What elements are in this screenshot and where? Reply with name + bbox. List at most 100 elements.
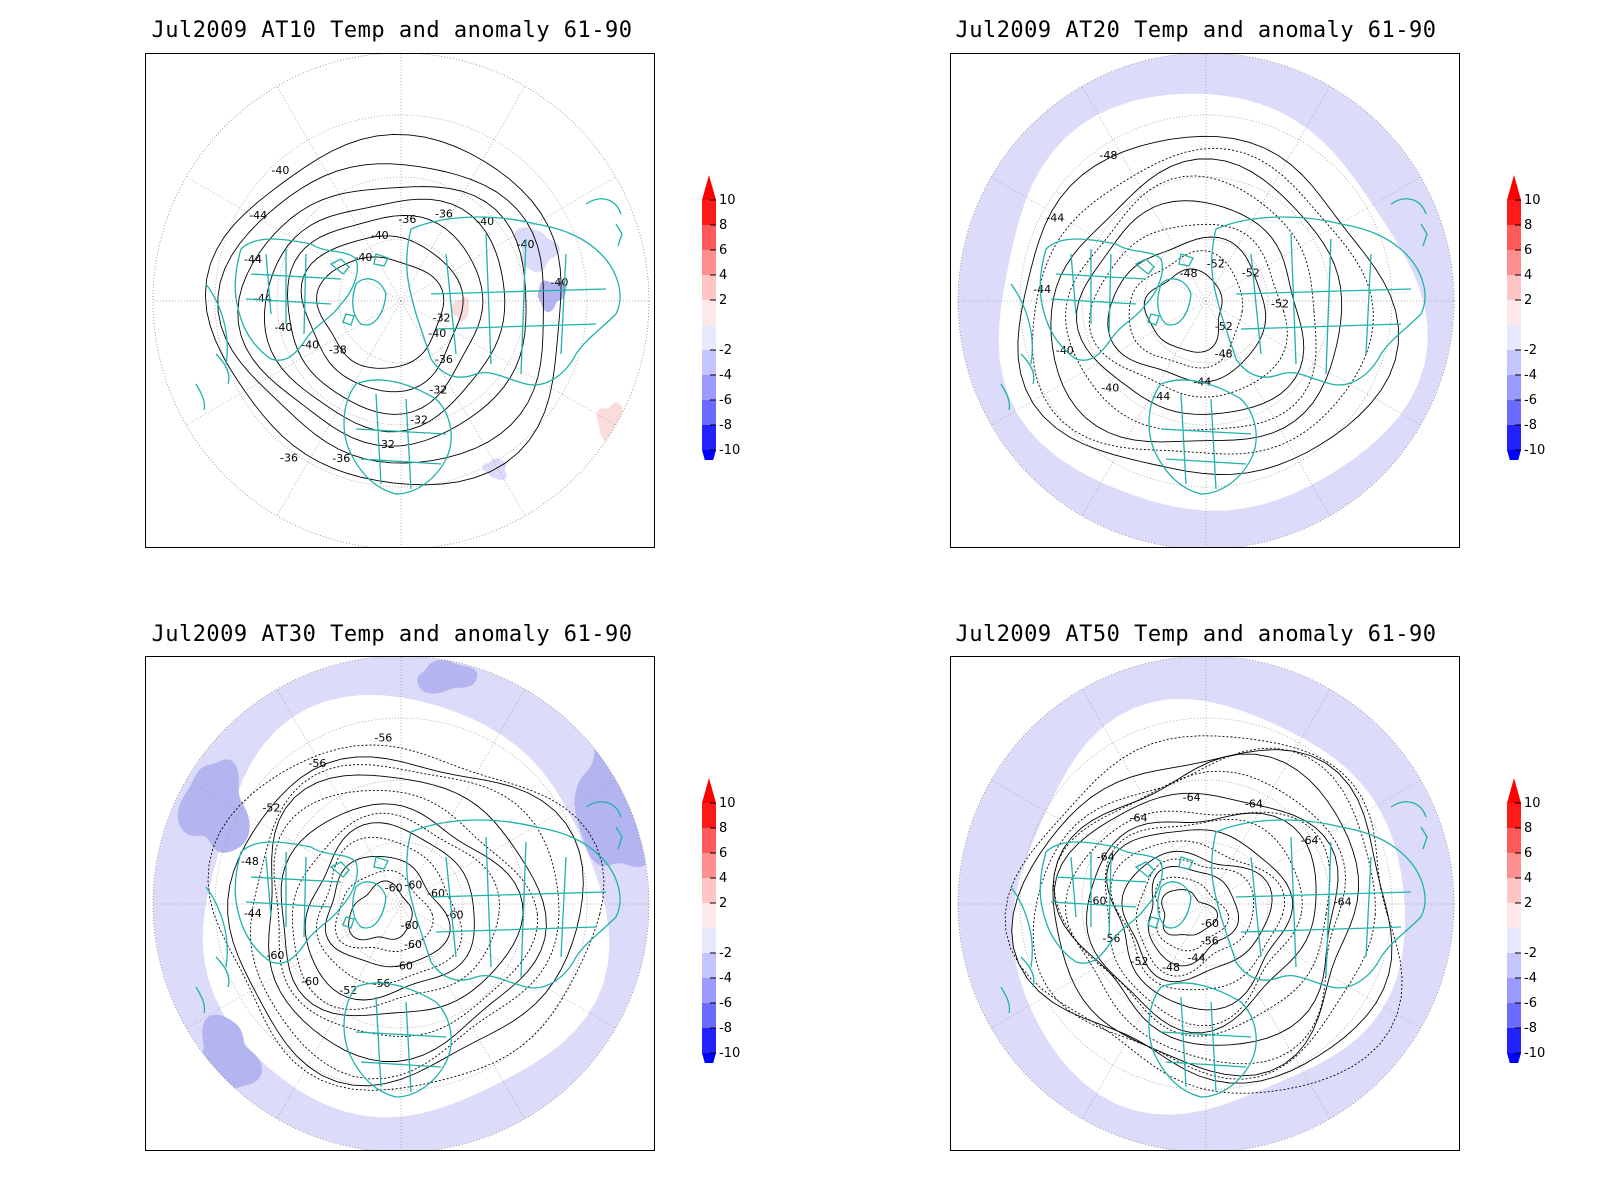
colorbar-swatch <box>1507 250 1521 275</box>
map-frame: -60 -60 -60 -56 -52 -60 -60 -44 -48 -52 -56 -56 -60-… <box>145 656 655 1151</box>
colorbar-swatch <box>1507 200 1521 225</box>
contour-label: -60 <box>404 938 422 951</box>
polar-map: -60-60-60-56-52-60-60-44-48-52-56-56-60-… <box>152 657 650 1150</box>
colorbar-tick-label: -6 <box>1524 996 1537 1011</box>
colorbar-tick-label: -6 <box>1524 393 1537 408</box>
contour-label: -56 <box>1201 934 1219 947</box>
anomaly-shading <box>153 657 649 1150</box>
colorbar-tick-label: -2 <box>719 946 732 961</box>
panel-title: Jul2009 AT20 Temp and anomaly 61-90 <box>955 18 1437 43</box>
colorbar-swatch <box>1507 375 1521 400</box>
colorbar-tick-label: 6 <box>719 846 727 861</box>
contour-label: -40 <box>428 327 446 340</box>
colorbar-tick-label: -10 <box>719 1046 740 1061</box>
temperature-contours <box>1017 135 1399 475</box>
contour-label: -60 <box>301 975 319 988</box>
colorbar-swatch <box>1507 928 1521 953</box>
map-boundary <box>152 657 650 1150</box>
colorbar-swatch <box>1507 325 1521 350</box>
colorbar-swatch <box>702 275 716 300</box>
colorbar-swatch <box>702 878 716 903</box>
contour-label: -44 <box>249 209 267 222</box>
contour-label: -48 <box>241 855 259 868</box>
temperature-contours <box>1004 735 1403 1094</box>
contour-label: -52 <box>339 984 357 997</box>
coastlines <box>1000 173 1438 495</box>
polar-map: -60-56-44-48-52-56-60-64-64-64 -64-64-64 <box>957 657 1455 1150</box>
contour-labels: -52-48-44-44-40-40-44-44-48-48-52-52-52 <box>1033 149 1289 403</box>
map-disc: -60-60-60-56-52-60-60-44-48-52-56-56-60-… <box>153 657 649 1150</box>
contour-label: -40 <box>476 215 494 228</box>
contour-label: -52 <box>262 801 280 814</box>
anomaly-shading <box>958 54 1454 547</box>
colorbar-bottom-arrow <box>1507 1053 1521 1063</box>
colorbar-tick-label: -8 <box>1524 1021 1537 1036</box>
colorbar-swatch <box>702 375 716 400</box>
polar-map: -40 -36 -32 -32 -32 -36 -36 -38 -40 -40 -44 -44 -44 -… <box>152 54 650 547</box>
coastlines <box>195 173 633 495</box>
contour-label: -32 <box>433 312 451 325</box>
contour-label: -44 <box>244 253 262 266</box>
colorbar-tick-label: 8 <box>1524 821 1532 836</box>
colorbar-swatch <box>702 250 716 275</box>
contour-label: -32 <box>429 383 447 396</box>
contour-label: -40 <box>550 276 568 289</box>
colorbar-swatch <box>702 978 716 1003</box>
contour-label: -60 <box>266 949 284 962</box>
colorbar-swatch <box>1507 853 1521 878</box>
colorbar: 10 8 6 4 2 -2 -4 -6 -8 -10 <box>1507 175 1545 460</box>
panel-title: Jul2009 AT10 Temp and anomaly 61-90 <box>151 18 633 43</box>
colorbar-swatch <box>1507 1003 1521 1028</box>
colorbar-tick-label: 8 <box>1524 218 1532 233</box>
contour-label: -60 <box>385 882 403 895</box>
contour-label: -60 <box>401 919 419 932</box>
colorbar-tick-label: -8 <box>719 418 732 433</box>
colorbar-top-arrow <box>702 778 716 803</box>
colorbar-tick-label: -4 <box>719 368 732 383</box>
colorbar-swatch <box>1507 978 1521 1003</box>
colorbar-tick-label: -2 <box>719 343 732 358</box>
contour-label: -44 <box>1152 390 1170 403</box>
map-disc: -52-48-44-44-40-40-44-44-48-48-52-52-52 <box>958 54 1454 547</box>
colorbar-top-arrow <box>1507 175 1521 200</box>
colorbar-top-arrow <box>1507 778 1521 803</box>
map-frame: -52 -48 -44 -44 -40 -40 -44 -44 -48 -48 -52 -52 -52 <box>950 53 1460 548</box>
colorbar-tick-label: 2 <box>719 896 727 911</box>
colorbar-tick-label: 6 <box>719 243 727 258</box>
colorbar-tick-label: -10 <box>1524 443 1545 458</box>
contour-label: -48 <box>1099 149 1117 162</box>
colorbar: 10 8 6 4 2 -2 -4 -6 -8 -10 <box>1507 778 1545 1063</box>
map-frame: -60 -56 -44 -48 -52 -56 -60 -64 -64 -64 -64 -64 -64 <box>950 656 1460 1151</box>
colorbar-tick-label: -6 <box>719 996 732 1011</box>
contour-label: -48 <box>1215 347 1233 360</box>
contour-label: -64 <box>1301 834 1319 847</box>
contour-label: -52 <box>1215 320 1233 333</box>
colorbar-tick-label: -8 <box>719 1021 732 1036</box>
contour-label: -44 <box>254 292 272 305</box>
colorbar-swatch <box>1507 275 1521 300</box>
colorbar-swatch <box>1507 425 1521 450</box>
colorbar-tick-label: -8 <box>1524 418 1537 433</box>
colorbar-tick-label: -2 <box>1524 343 1537 358</box>
map-boundary <box>957 657 1455 1150</box>
contour-label: -44 <box>1046 211 1064 224</box>
colorbar-tick-label: 6 <box>1524 846 1532 861</box>
colorbar-swatch <box>702 853 716 878</box>
colorbar-swatch <box>702 400 716 425</box>
contour-label: -40 <box>274 321 292 334</box>
contour-label: -36 <box>280 451 298 464</box>
colorbar-swatch <box>702 803 716 828</box>
contour-label: -36 <box>435 207 453 220</box>
temperature-contours <box>207 744 605 1091</box>
colorbar-swatch <box>1507 953 1521 978</box>
contour-label: -64 <box>1097 850 1115 863</box>
colorbar-tick-label: 10 <box>719 193 736 208</box>
colorbar-swatch <box>1507 878 1521 903</box>
colorbar-top-arrow <box>702 175 716 200</box>
contour-label: -36 <box>435 353 453 366</box>
colorbar-swatch <box>1507 828 1521 853</box>
colorbar-swatch <box>702 1003 716 1028</box>
colorbar-tick-label: -10 <box>1524 1046 1545 1061</box>
contour-label: -52 <box>1242 266 1260 279</box>
colorbar-swatch <box>1507 300 1521 325</box>
